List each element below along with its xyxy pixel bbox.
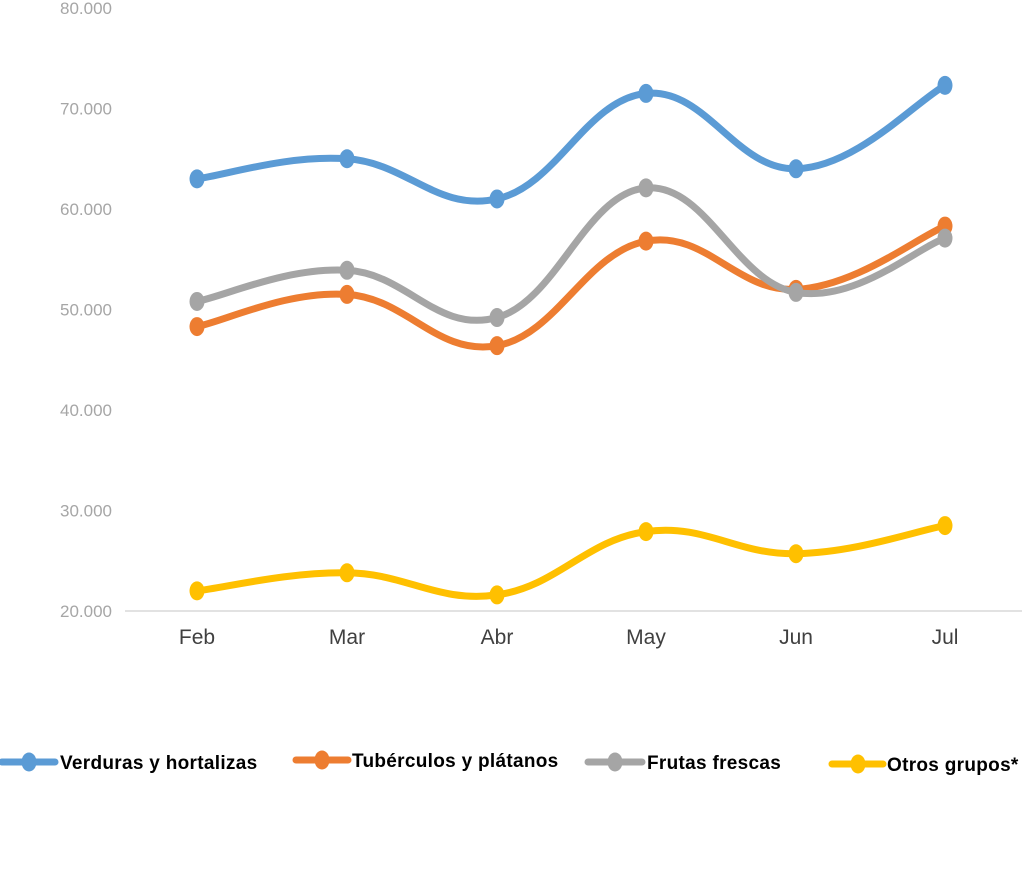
data-point [489,189,505,209]
y-tick-label: 20.000 [60,602,112,621]
legend-label: Frutas frescas [647,753,781,774]
data-point [638,83,654,103]
data-point [189,317,205,337]
data-point [788,544,804,564]
y-tick-label: 80.000 [60,0,112,18]
legend-item: Tubérculos y plátanos [292,750,559,772]
legend-marker [21,752,37,772]
data-point [937,228,953,248]
y-tick-label: 40.000 [60,401,112,420]
legend-item: Frutas frescas [584,752,781,774]
data-point [189,581,205,601]
series-lines [189,75,953,605]
x-tick-label: Jul [932,626,959,649]
legend: Verduras y hortalizas Tubérculos y plátan… [0,750,1019,776]
y-axis: 20.000 30.000 40.000 50.000 60.000 70.000 80.0… [60,0,112,621]
legend-marker [607,752,623,772]
x-tick-label: Jun [779,626,813,649]
legend-marker [850,754,866,774]
data-point [937,75,953,95]
x-tick-label: Mar [329,626,365,649]
data-point [489,336,505,356]
data-point [339,563,355,583]
data-point [339,260,355,280]
data-point [638,178,654,198]
data-point [489,585,505,605]
data-point [189,169,205,189]
series-line [193,184,949,324]
legend-label: Verduras y hortalizas [60,753,257,774]
series-line [193,522,949,600]
data-point [638,522,654,542]
series-line [193,222,949,351]
y-tick-label: 50.000 [60,301,112,320]
series-otros-grupos [189,516,953,605]
legend-marker [314,750,330,770]
series-tuberculos-y-platanos [189,216,953,356]
data-point [339,284,355,304]
data-point [638,231,654,251]
x-tick-label: May [626,626,666,649]
x-tick-label: Abr [481,626,514,649]
data-point [788,282,804,302]
data-point [937,516,953,536]
data-point [788,159,804,179]
y-tick-label: 30.000 [60,502,112,521]
data-point [189,291,205,311]
legend-item: Verduras y hortalizas [0,752,257,774]
legend-label: Tubérculos y plátanos [352,751,559,772]
data-point [489,308,505,328]
y-tick-label: 60.000 [60,200,112,219]
data-point [339,149,355,169]
series-frutas-frescas [189,178,953,328]
x-axis: Feb Mar Abr May Jun Jul [125,610,1022,649]
series-verduras-y-hortalizas [189,75,953,209]
y-tick-label: 70.000 [60,100,112,119]
series-line [193,81,949,205]
legend-item: Otros grupos* [828,754,1019,776]
legend-label: Otros grupos* [887,755,1019,776]
x-tick-label: Feb [179,626,215,649]
